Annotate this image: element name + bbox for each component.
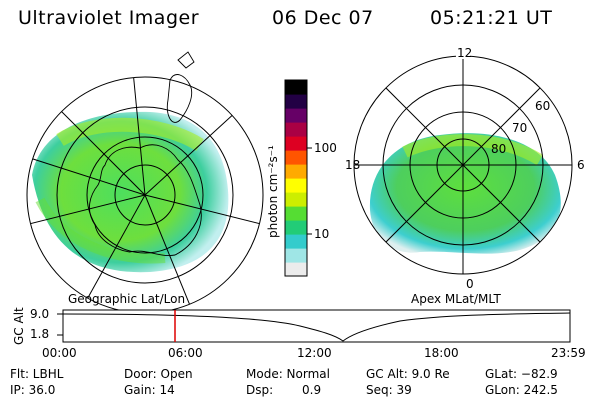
time-tick-1800: 18:00 — [424, 346, 459, 360]
status-seq: Seq: 39 — [366, 383, 412, 397]
altitude-trace — [62, 312, 571, 342]
altitude-tick-low: 1.8 — [30, 327, 49, 341]
colorbar-band — [285, 192, 307, 207]
colorbar-band — [285, 122, 307, 137]
mlt-label-12: 12 — [457, 46, 472, 60]
status-flt: Flt: LBHL — [10, 367, 64, 381]
colorbar: 100 10 photon cm⁻²s⁻¹ — [266, 79, 337, 277]
status-dsp-label: Dsp: — [246, 383, 274, 397]
altitude-strip: GC Alt 9.0 1.8 00:00 06:00 12:00 18:00 2… — [12, 307, 586, 360]
status-mode: Mode: Normal — [246, 367, 330, 381]
colorbar-band — [285, 178, 307, 193]
colorbar-band — [285, 234, 307, 249]
status-glat: GLat: −82.9 — [485, 367, 558, 381]
status-glon: GLon: 242.5 — [485, 383, 558, 397]
status-ip: IP: 36.0 — [10, 383, 56, 397]
mlt-label-6: 6 — [577, 158, 585, 172]
colorbar-band — [285, 248, 307, 263]
observation-time: 05:21:21 UT — [430, 7, 553, 29]
colorbar-band — [285, 206, 307, 221]
left-map-caption: Geographic Lat/Lon — [68, 292, 185, 306]
aurora-emission-right — [369, 133, 561, 254]
altitude-ylabel: GC Alt — [12, 307, 26, 345]
time-tick-2359: 23:59 — [551, 346, 586, 360]
colorbar-band — [285, 164, 307, 179]
mlt-label-18: 18 — [345, 158, 360, 172]
instrument-title: Ultraviolet Imager — [18, 7, 200, 29]
colorbar-band — [285, 80, 307, 95]
time-tick-0000: 00:00 — [42, 346, 77, 360]
colorbar-band — [285, 136, 307, 151]
right-map-caption: Apex MLat/MLT — [411, 292, 501, 306]
geographic-map: Geographic Lat/Lon — [26, 51, 264, 314]
colorbar-tick-100: 100 — [314, 141, 337, 155]
time-tick-1200: 12:00 — [297, 346, 332, 360]
colorbar-tick-10: 10 — [314, 227, 329, 241]
magnetic-map: 12 18 6 0 60 70 80 Apex MLat/MLT — [345, 46, 585, 306]
altitude-tick-high: 9.0 — [30, 307, 49, 321]
status-door: Door: Open — [124, 367, 193, 381]
observation-date: 06 Dec 07 — [272, 7, 374, 29]
colorbar-band — [285, 150, 307, 165]
colorbar-band — [285, 108, 307, 123]
lat-label-80: 80 — [491, 142, 506, 156]
status-gc-alt: GC Alt: 9.0 Re — [366, 367, 450, 381]
lat-label-70: 70 — [512, 121, 527, 135]
status-gain: Gain: 14 — [124, 383, 175, 397]
time-tick-0600: 06:00 — [168, 346, 203, 360]
colorbar-unit-label: photon cm⁻²s⁻¹ — [266, 145, 280, 238]
colorbar-gradient — [285, 80, 307, 277]
colorbar-band — [285, 262, 307, 277]
coastline — [88, 51, 202, 257]
colorbar-band — [285, 220, 307, 235]
colorbar-band — [285, 94, 307, 109]
status-dsp-value: 0.9 — [302, 383, 322, 397]
mlt-label-0: 0 — [466, 277, 474, 291]
aurora-emission-left — [32, 111, 229, 273]
lat-label-60: 60 — [535, 99, 550, 113]
